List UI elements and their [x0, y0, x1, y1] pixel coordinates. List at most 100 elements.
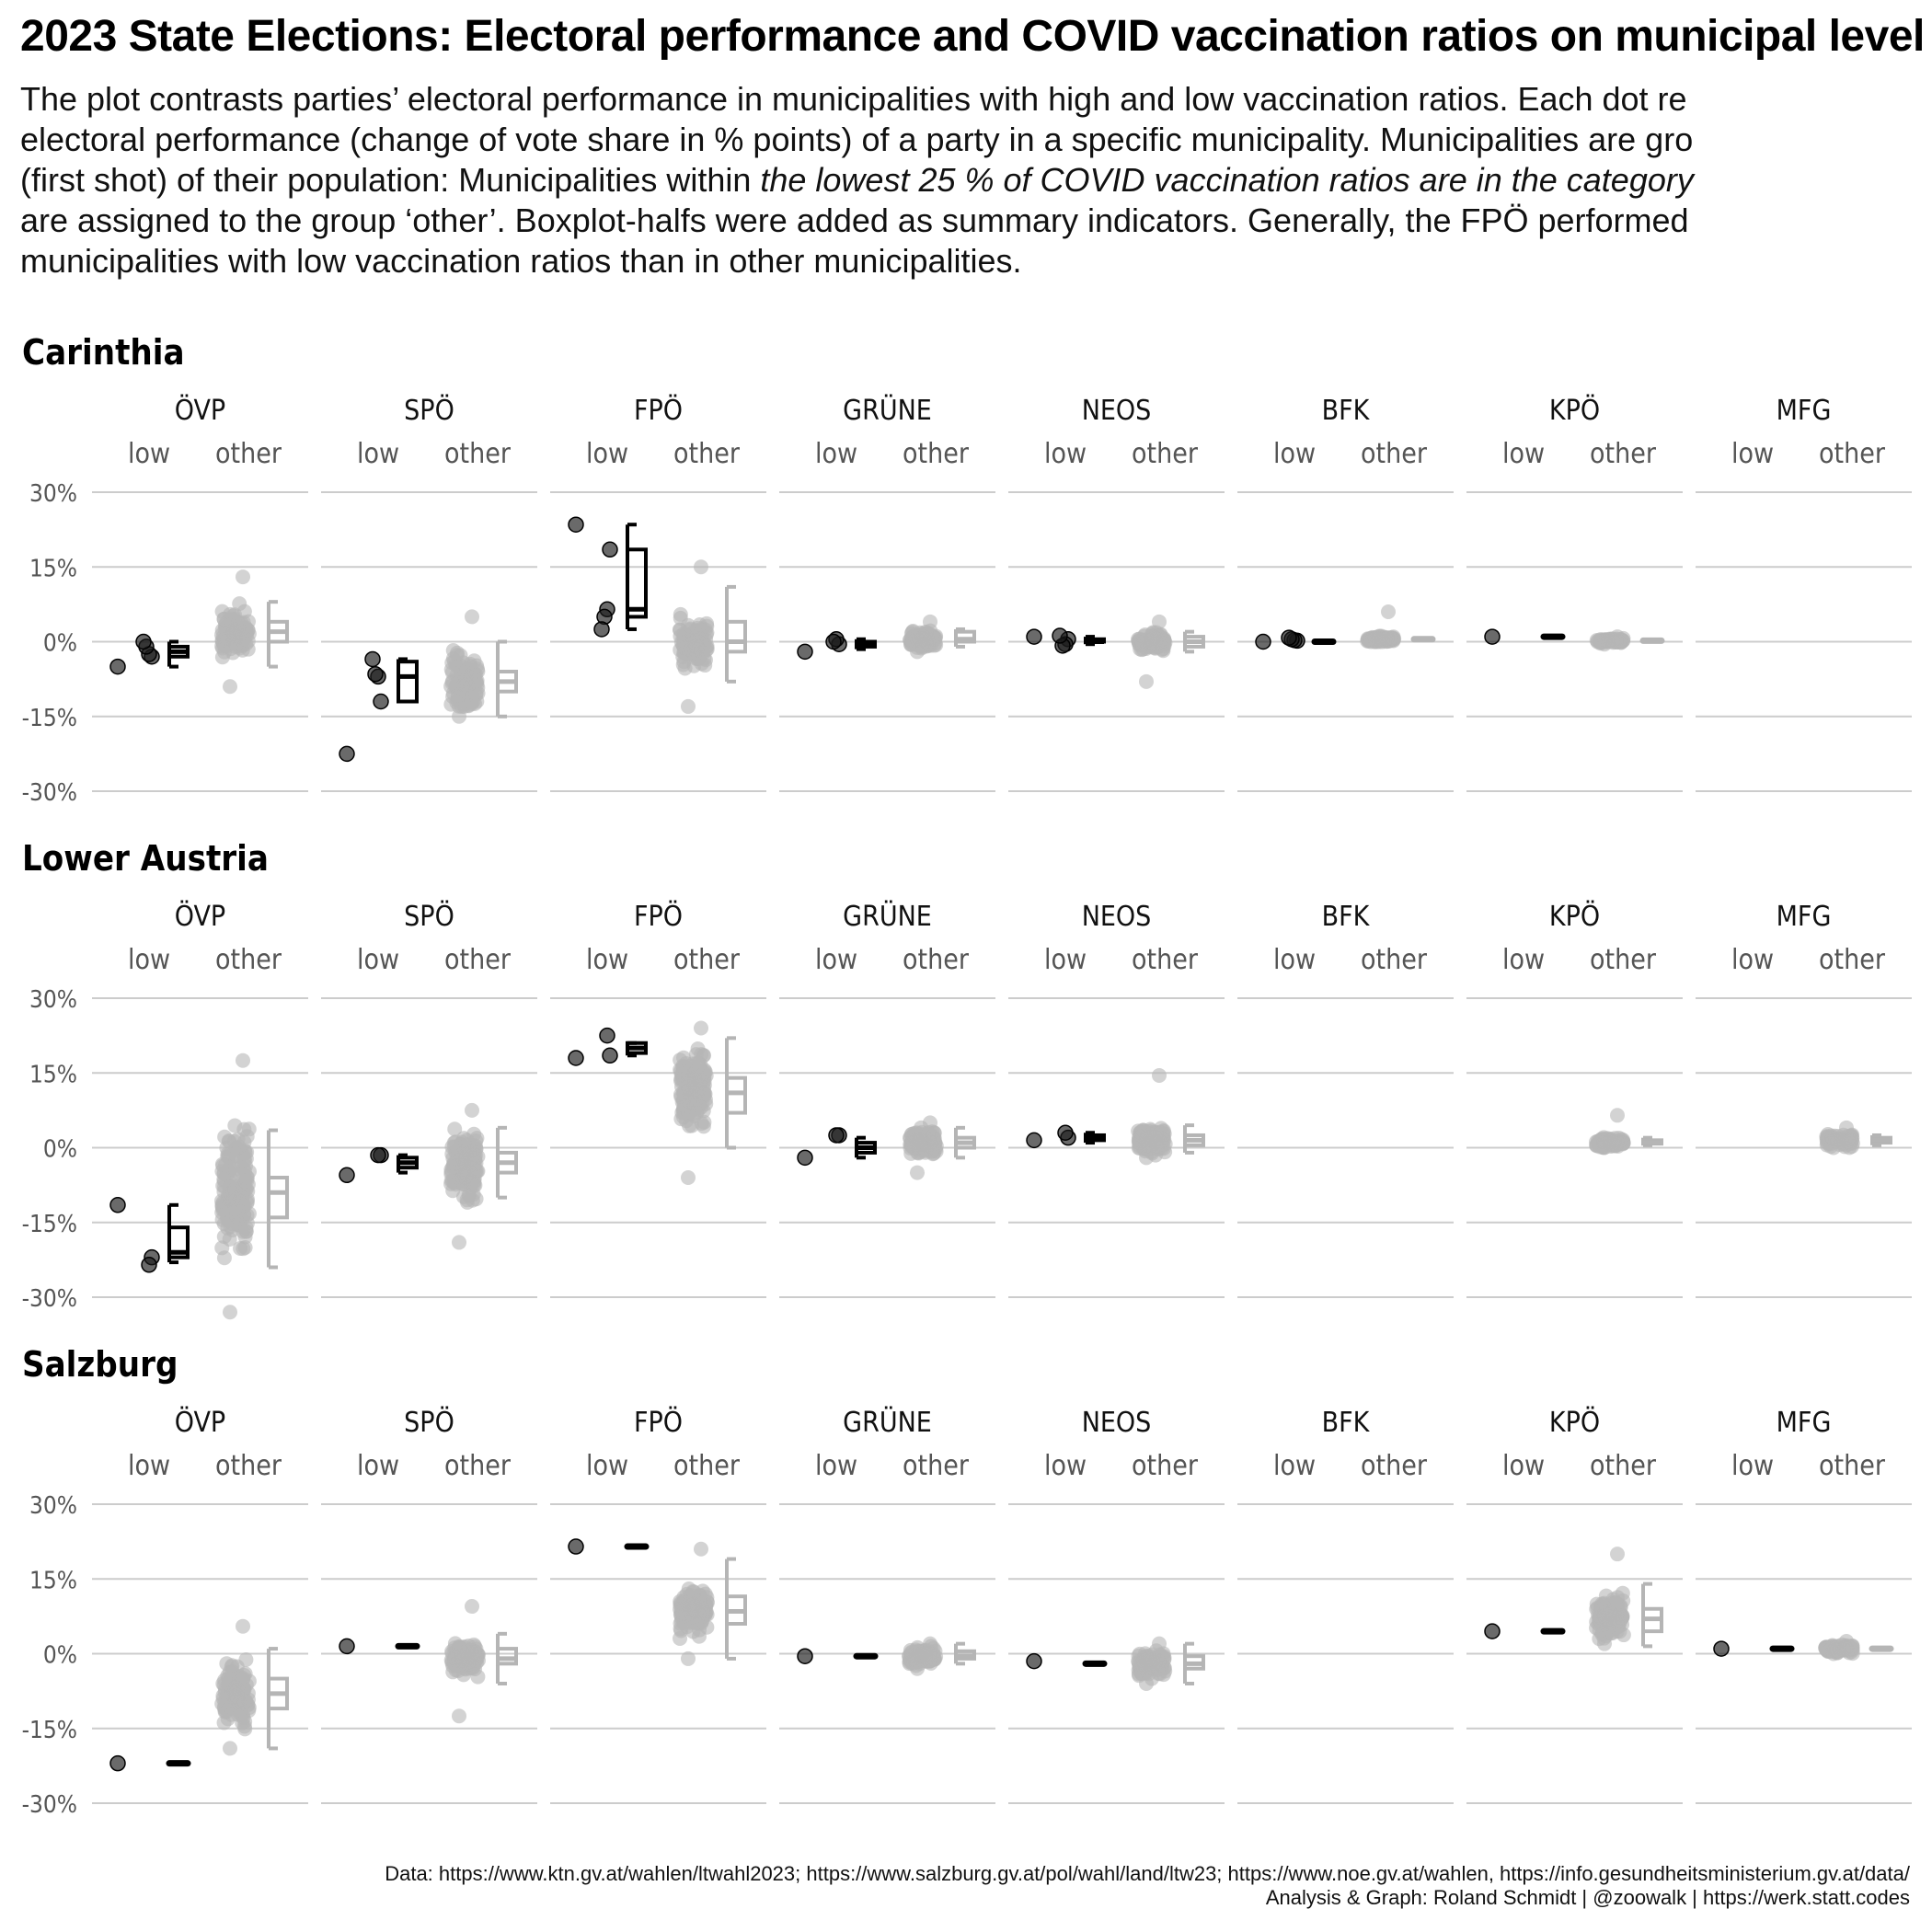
point-other	[673, 1111, 689, 1127]
point-other	[220, 1220, 236, 1236]
point-other	[223, 679, 237, 695]
point-other	[688, 638, 704, 654]
point-other	[1379, 631, 1395, 647]
point-low	[364, 650, 381, 668]
group-label-low: low	[1502, 438, 1545, 470]
subtitle-italic-text: the lowest 25 % of COVID vaccination rat…	[760, 161, 1694, 199]
point-other	[910, 1661, 925, 1676]
point-low	[339, 745, 355, 763]
point-low	[109, 658, 126, 675]
point-low	[339, 1167, 355, 1184]
point-other	[923, 1636, 937, 1651]
point-other	[924, 1144, 939, 1159]
party-label: ÖVP	[175, 900, 225, 933]
group-label-other: other	[1819, 438, 1886, 470]
point-low	[135, 633, 152, 650]
point-other	[696, 1119, 711, 1134]
y-tick-label: -15%	[22, 1717, 77, 1744]
group-label-other: other	[1361, 438, 1428, 470]
boxplot-low-box	[626, 547, 648, 619]
point-low	[1052, 627, 1068, 644]
point-other	[923, 614, 937, 629]
point-other	[1133, 641, 1148, 657]
y-tick-label: -30%	[22, 779, 77, 807]
point-other	[237, 1714, 253, 1730]
group-label-low: low	[815, 944, 857, 976]
group-label-low: low	[1044, 1450, 1087, 1482]
point-other	[452, 1708, 466, 1724]
point-other	[453, 664, 468, 680]
group-label-other: other	[1590, 1450, 1657, 1482]
point-other	[452, 708, 466, 724]
point-low	[1713, 1640, 1730, 1657]
group-label-other: other	[903, 944, 970, 976]
subtitle-line: are assigned to the group ‘other’. Boxpl…	[20, 201, 1689, 239]
point-low	[370, 1146, 386, 1164]
point-other	[673, 1052, 688, 1068]
group-label-other: other	[444, 438, 512, 470]
group-label-other: other	[1132, 438, 1199, 470]
party-label: BFK	[1322, 395, 1371, 427]
party-label: GRÜNE	[843, 900, 932, 933]
point-other	[1598, 1622, 1614, 1638]
group-label-other: other	[215, 438, 282, 470]
point-other	[217, 1673, 233, 1688]
group-label-other: other	[1132, 1450, 1199, 1482]
party-label: NEOS	[1082, 1407, 1152, 1439]
group-label-other: other	[1132, 944, 1199, 976]
group-label-low: low	[586, 944, 628, 976]
point-low	[1026, 628, 1042, 645]
point-other	[1139, 673, 1154, 689]
y-tick-label: 0%	[43, 1136, 77, 1164]
y-tick-label: 30%	[29, 986, 77, 1014]
boxplot-other-box	[725, 619, 747, 654]
chart-title: 2023 State Elections: Electoral performa…	[20, 12, 1925, 61]
point-low	[568, 1050, 584, 1066]
point-low	[825, 633, 842, 650]
point-other	[214, 1197, 230, 1213]
point-low	[828, 1127, 845, 1144]
boxplot-other-box	[725, 1075, 747, 1115]
point-other	[1135, 1122, 1151, 1138]
chart-subtitle: The plot contrasts parties’ electoral pe…	[20, 79, 1932, 282]
party-label: BFK	[1322, 1407, 1371, 1439]
point-low	[602, 541, 618, 558]
y-tick-label: 30%	[29, 480, 77, 508]
point-low	[599, 1027, 615, 1044]
point-other	[686, 1584, 702, 1600]
group-label-other: other	[1819, 1450, 1886, 1482]
point-other	[1614, 1610, 1629, 1626]
point-low	[1026, 1652, 1042, 1670]
point-other	[1842, 1134, 1857, 1150]
point-other	[214, 1156, 230, 1172]
point-other	[681, 698, 696, 714]
group-label-low: low	[128, 1450, 170, 1482]
point-low	[109, 1754, 126, 1772]
group-label-low: low	[1502, 1450, 1545, 1482]
point-other	[673, 610, 688, 626]
point-other	[444, 675, 460, 691]
point-other	[927, 631, 943, 647]
y-tick-label: 15%	[29, 1567, 77, 1594]
point-other	[468, 1156, 484, 1171]
point-low	[109, 1197, 126, 1213]
y-tick-label: 0%	[43, 630, 77, 658]
group-label-other: other	[444, 1450, 512, 1482]
party-label: GRÜNE	[843, 394, 932, 427]
point-other	[910, 1134, 926, 1150]
subtitle-line: municipalities with low vaccination rati…	[20, 242, 1022, 280]
y-tick-label: 0%	[43, 1642, 77, 1670]
point-other	[223, 1741, 237, 1756]
group-label-low: low	[128, 944, 170, 976]
group-label-other: other	[903, 438, 970, 470]
point-other	[470, 1652, 486, 1668]
point-low	[568, 516, 584, 533]
point-other	[238, 1220, 254, 1236]
subtitle-line: (first shot) of their population: Munici…	[20, 161, 1694, 199]
point-low	[1484, 628, 1501, 645]
y-tick-label: -30%	[22, 1791, 77, 1819]
boxplot-other-box	[496, 1647, 518, 1666]
y-tick-label: -30%	[22, 1285, 77, 1313]
group-label-other: other	[1590, 438, 1657, 470]
point-other	[452, 1639, 467, 1654]
